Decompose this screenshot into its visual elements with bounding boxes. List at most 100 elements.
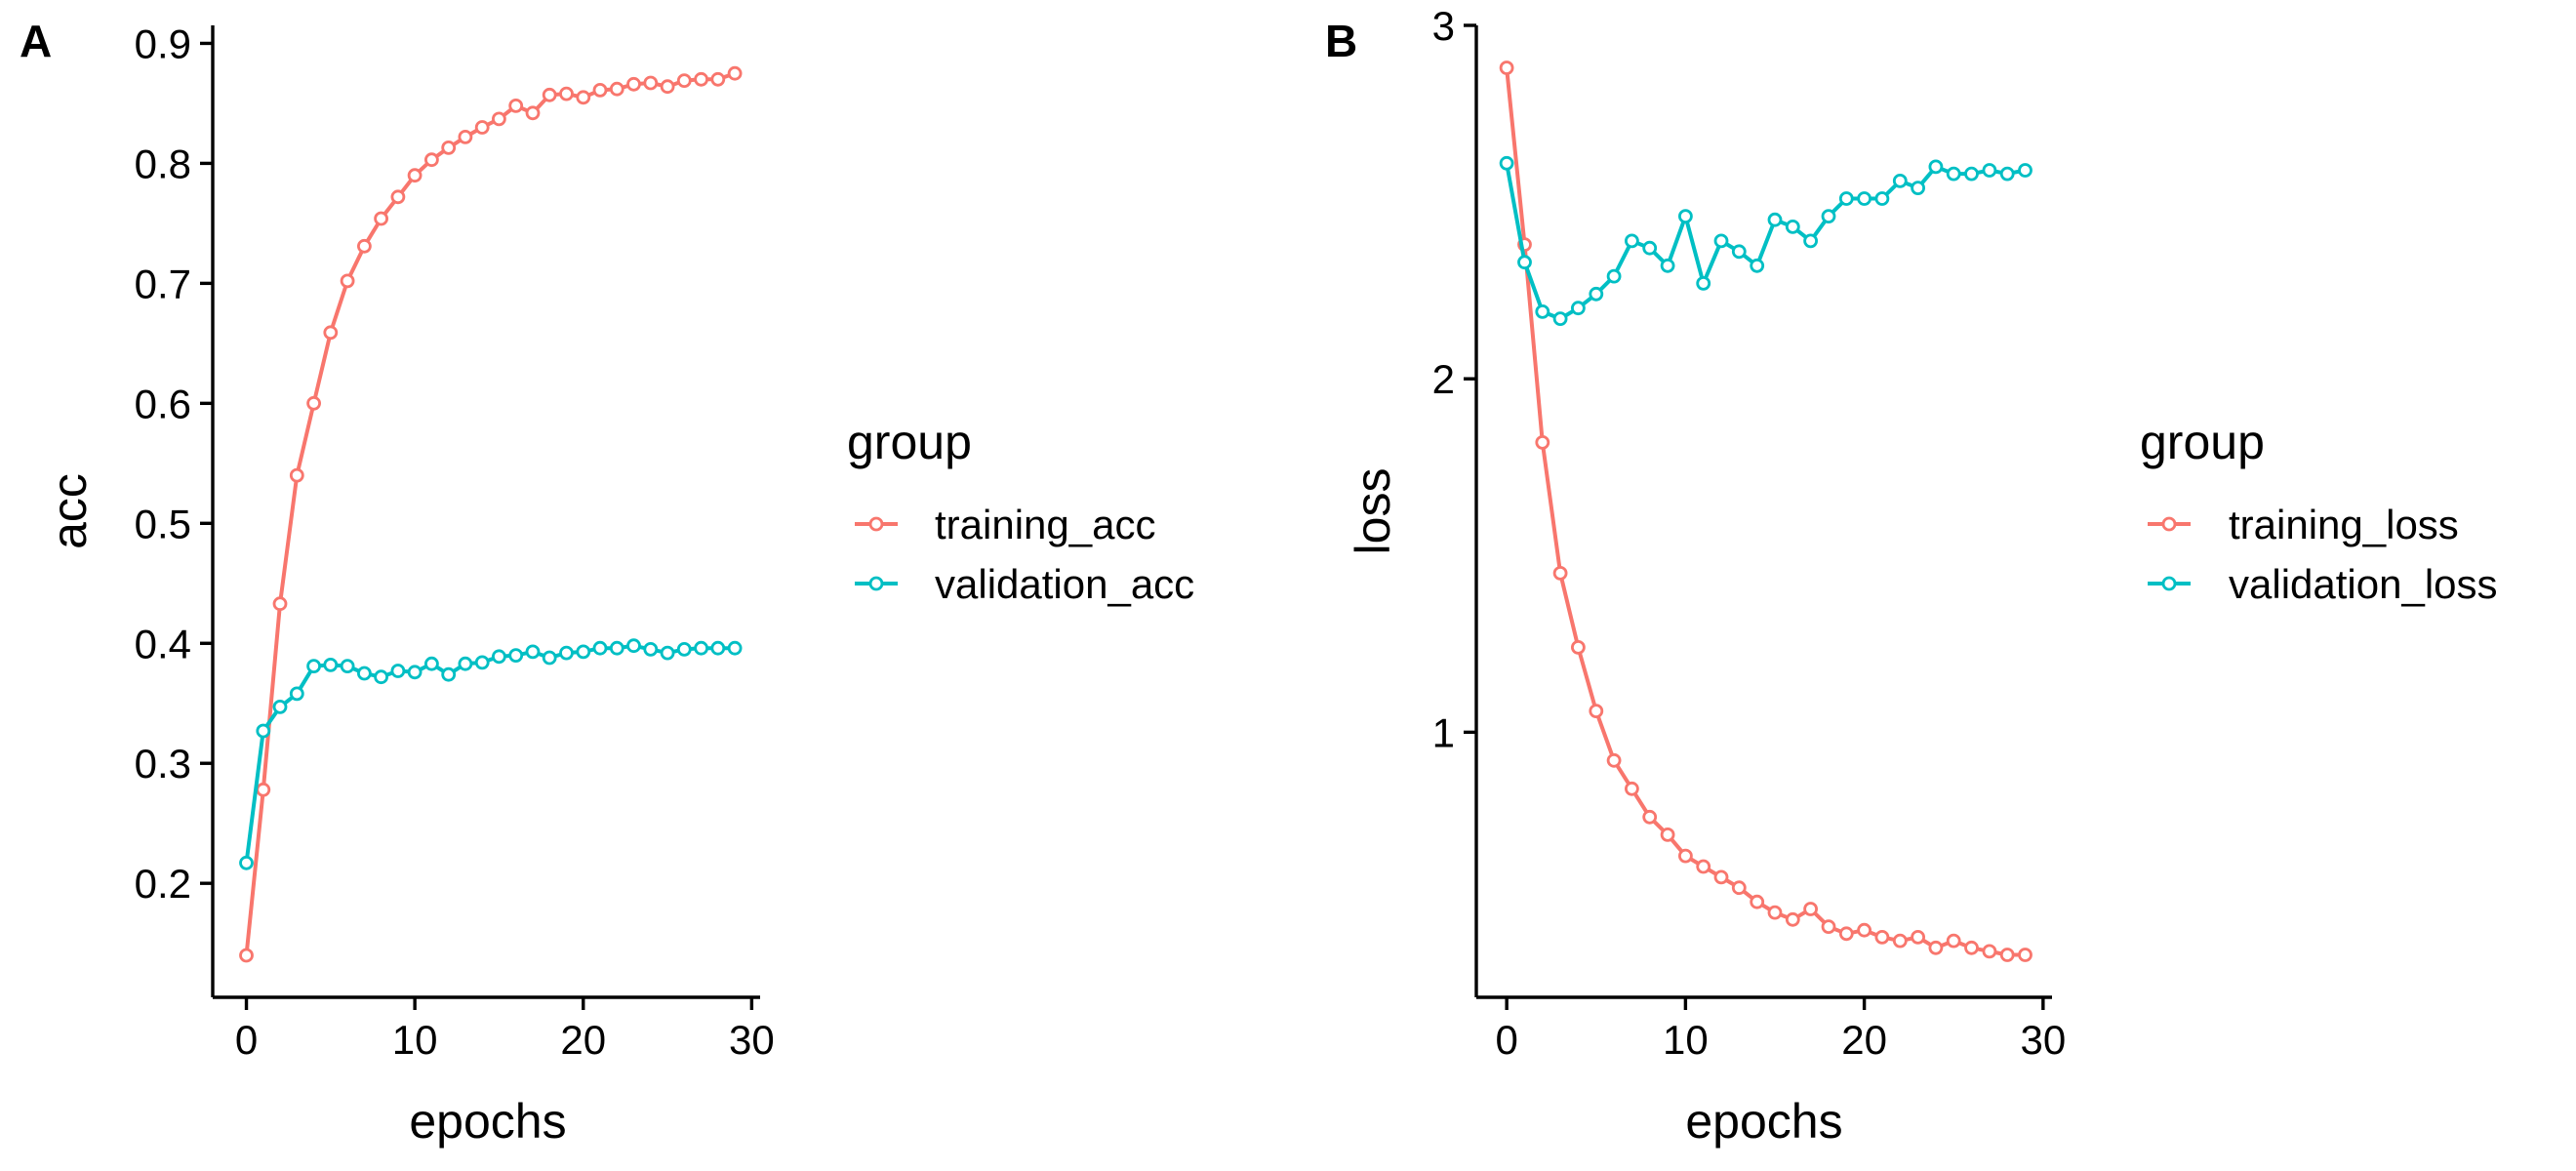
- data-point: [1606, 268, 1622, 284]
- data-point: [1785, 219, 1800, 234]
- y-tick-label: 0.2: [135, 861, 191, 907]
- data-point: [508, 648, 524, 663]
- data-point: [643, 75, 659, 91]
- data-point: [256, 723, 271, 739]
- data-point: [626, 638, 641, 654]
- legend-item-training-loss: training_loss: [2148, 502, 2459, 547]
- legend-label: validation_loss: [2229, 561, 2498, 607]
- data-point: [1821, 919, 1836, 934]
- data-point: [239, 948, 254, 963]
- data-point: [694, 640, 708, 656]
- plot-area: [239, 65, 743, 963]
- data-point: [1857, 191, 1872, 206]
- legend-title: group: [2140, 415, 2265, 469]
- data-point: [727, 65, 743, 81]
- data-point: [1874, 191, 1890, 206]
- data-point: [474, 655, 490, 670]
- legend-key-point: [2161, 516, 2177, 532]
- x-axis-title: epochs: [1685, 1094, 1842, 1149]
- data-point: [1750, 258, 1765, 273]
- data-point: [374, 211, 389, 226]
- y-tick-label: 0.4: [135, 621, 191, 666]
- data-point: [1731, 244, 1747, 260]
- panel-a: A 0 10 20 30 0.2 0.3 0.4 0.5 0.6 0.7 0.8 0.9 epochs…: [20, 16, 1194, 1149]
- legend-key-point: [868, 516, 884, 532]
- series-training-acc: [239, 65, 743, 963]
- y-tick-label: 0.5: [135, 501, 191, 546]
- data-point: [676, 642, 692, 657]
- data-point: [1517, 255, 1532, 270]
- data-point: [1731, 880, 1747, 896]
- data-point: [374, 669, 389, 685]
- series-training-loss: [1499, 61, 2033, 962]
- data-point: [289, 686, 304, 702]
- data-point: [1589, 704, 1604, 718]
- data-point: [474, 120, 490, 135]
- data-point: [1785, 911, 1800, 927]
- data-point: [660, 645, 675, 661]
- data-point: [1964, 166, 1979, 182]
- data-point: [1857, 922, 1872, 938]
- data-point: [525, 644, 541, 660]
- data-point: [1767, 905, 1783, 920]
- legend: group training_acc validation_acc: [847, 415, 1194, 607]
- data-point: [609, 81, 624, 97]
- data-point: [592, 83, 608, 98]
- data-point: [1660, 828, 1675, 842]
- x-tick-label: 10: [392, 1017, 438, 1063]
- data-point: [525, 105, 541, 121]
- data-point: [441, 140, 457, 155]
- data-point: [1946, 933, 1961, 949]
- y-tick-label: 0.6: [135, 381, 191, 426]
- legend-item-validation-acc: validation_acc: [855, 561, 1194, 607]
- data-point: [727, 640, 743, 656]
- data-point: [643, 642, 659, 657]
- series-line: [1505, 162, 2026, 321]
- data-point: [1767, 212, 1783, 227]
- data-point: [458, 129, 473, 144]
- data-point: [1552, 566, 1568, 581]
- data-point: [710, 71, 726, 87]
- data-point: [1642, 809, 1658, 825]
- y-tick-label: 1: [1432, 709, 1455, 755]
- data-point: [1535, 434, 1550, 450]
- series-line: [244, 643, 736, 864]
- data-point: [306, 659, 322, 673]
- data-point: [458, 656, 473, 671]
- data-point: [1999, 166, 2015, 182]
- data-point: [1982, 163, 1997, 178]
- x-tick-label: 20: [1841, 1017, 1887, 1063]
- panel-b: B 0 10 20 30 1 2 3 epochs loss group training_…: [1325, 3, 2498, 1149]
- data-point: [1982, 944, 1997, 959]
- x-tick-label: 30: [729, 1017, 775, 1063]
- data-point: [1589, 286, 1604, 302]
- legend-label: training_acc: [935, 502, 1155, 547]
- legend-label: training_loss: [2229, 502, 2459, 547]
- data-point: [1838, 926, 1854, 942]
- series-validation-loss: [1499, 155, 2033, 327]
- data-point: [272, 700, 288, 714]
- data-point: [1911, 181, 1925, 196]
- axis-ticks: 0 10 20 30 1 2 3: [1432, 3, 2067, 1063]
- data-point: [1999, 948, 2015, 962]
- legend-label: validation_acc: [935, 561, 1194, 607]
- x-tick-label: 10: [1663, 1017, 1709, 1063]
- data-point: [1874, 930, 1890, 945]
- panel-label: B: [1325, 16, 1357, 66]
- data-point: [576, 90, 591, 105]
- y-tick-label: 3: [1432, 3, 1455, 49]
- data-point: [1535, 303, 1550, 319]
- data-point: [1552, 311, 1568, 327]
- data-point: [407, 168, 423, 183]
- data-point: [441, 666, 457, 682]
- data-point: [710, 640, 726, 656]
- y-axis-title: loss: [1346, 468, 1400, 555]
- data-point: [2018, 163, 2033, 178]
- data-point: [390, 664, 406, 678]
- data-point: [559, 86, 574, 101]
- data-point: [1678, 209, 1693, 224]
- data-point: [609, 640, 624, 656]
- data-point: [1821, 209, 1836, 224]
- data-point: [694, 71, 708, 87]
- series-line: [1505, 67, 2026, 957]
